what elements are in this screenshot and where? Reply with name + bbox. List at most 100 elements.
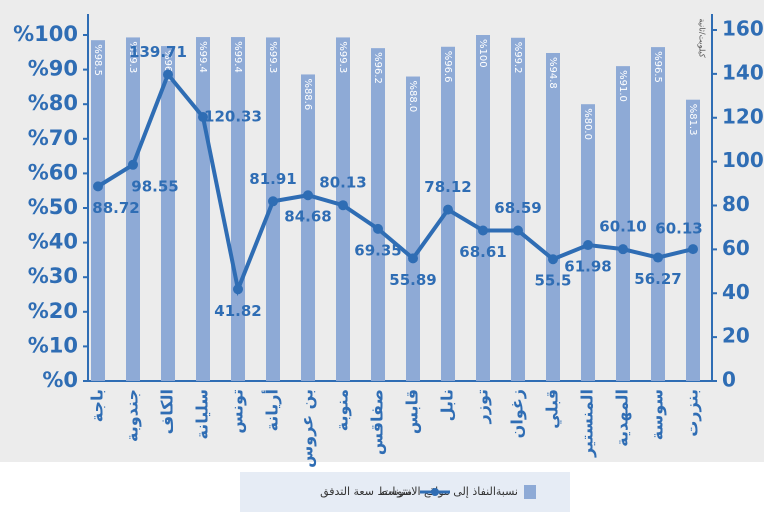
line-value-label: 81.91 xyxy=(249,170,296,188)
bar-value-label: %99.3 xyxy=(337,41,348,73)
bar xyxy=(196,37,210,382)
line-value-label: 41.82 xyxy=(214,302,261,320)
line-value-label: 55.89 xyxy=(389,271,436,289)
x-tick-label: باجة xyxy=(88,389,107,422)
y2-tick-label: 0 xyxy=(722,368,736,392)
bar xyxy=(371,48,385,381)
bar-value-label: %88.0 xyxy=(407,81,418,113)
y-tick-label: %90 xyxy=(28,57,78,81)
x-tick-label: تونس xyxy=(228,389,247,434)
line-value-label: 78.12 xyxy=(424,178,471,196)
line-value-label: 69.35 xyxy=(354,241,401,259)
line-point xyxy=(408,253,418,264)
line-point xyxy=(548,254,558,265)
bar-value-label: %96.2 xyxy=(372,52,383,84)
bar-value-label: %91.0 xyxy=(617,70,628,102)
line-point xyxy=(128,159,138,170)
y-tick-label: %10 xyxy=(28,333,78,357)
bar-value-label: %99.4 xyxy=(197,41,208,73)
x-tick-label: المنستير xyxy=(578,389,597,458)
line-point xyxy=(513,225,523,236)
y2-tick-label: 80 xyxy=(722,192,750,216)
bar-value-label: %94.8 xyxy=(547,57,558,89)
bar-value-label: %88.6 xyxy=(302,78,313,110)
legend-line-label: متوسط سعة التدفق xyxy=(320,485,412,499)
bar xyxy=(91,40,105,381)
line-value-label: 55.5 xyxy=(534,272,571,290)
line-point xyxy=(93,181,103,192)
line-point xyxy=(688,244,698,255)
line-point xyxy=(373,223,383,234)
line-value-label: 80.13 xyxy=(319,174,366,192)
line-value-label: 98.55 xyxy=(131,177,178,195)
bar-value-label: %96.8 xyxy=(162,50,173,82)
legend-bar-swatch xyxy=(524,485,536,499)
line-value-label: 56.27 xyxy=(634,270,681,288)
x-tick-label: منوبة xyxy=(333,389,352,431)
y-tick-label: %40 xyxy=(28,230,78,254)
line-value-label: 61.98 xyxy=(564,258,611,276)
line xyxy=(96,70,694,297)
bar xyxy=(266,37,280,382)
x-tick-label: جندوبة xyxy=(123,389,142,442)
line-point xyxy=(583,240,593,251)
y-tick-label: %0 xyxy=(42,368,78,392)
line-point xyxy=(198,112,208,123)
y2-tick-label: 40 xyxy=(722,280,750,304)
y-tick-label: %100 xyxy=(13,22,78,46)
y-tick-label: %20 xyxy=(28,299,78,323)
bar-value-label: %99.4 xyxy=(232,41,243,73)
x-tick-label: الكاف xyxy=(158,389,177,434)
line-value-label: 60.13 xyxy=(655,220,702,238)
bar-value-label: %99.3 xyxy=(267,41,278,73)
y-tick-label: %80 xyxy=(28,91,78,115)
bar xyxy=(616,66,630,381)
bar xyxy=(511,37,525,381)
x-tick-label: سليانة xyxy=(193,389,212,440)
x-tick-label: قابس xyxy=(403,389,422,434)
y2-tick-label: 100 xyxy=(722,148,764,172)
bar xyxy=(476,35,490,381)
line-value-label: 88.72 xyxy=(92,199,139,217)
bar-value-label: %100 xyxy=(477,39,488,68)
x-tick-label: بن عروس xyxy=(298,389,317,468)
y-tick-label: %70 xyxy=(28,126,78,150)
bar-value-label: %81.3 xyxy=(687,104,698,136)
line-value-label: 68.61 xyxy=(459,243,506,261)
bar xyxy=(406,76,420,382)
line-point xyxy=(233,284,243,295)
y2-tick-label: 160 xyxy=(722,17,764,41)
x-tick-label: زغوان xyxy=(508,389,527,438)
y-tick-label: %60 xyxy=(28,160,78,184)
y2-tick-label: 120 xyxy=(722,104,764,128)
bar-value-label: %80.0 xyxy=(582,108,593,140)
y-tick-label: %50 xyxy=(28,195,78,219)
y2-tick-label: 20 xyxy=(722,324,750,348)
line-value-label: 68.59 xyxy=(494,199,541,217)
x-tick-label: أريانة xyxy=(262,389,282,431)
bar xyxy=(546,52,560,381)
bar-value-label: %99.3 xyxy=(127,41,138,73)
line-value-label: 60.10 xyxy=(599,218,646,236)
line-point xyxy=(618,244,628,255)
line-point xyxy=(478,225,488,236)
legend-line-marker xyxy=(431,488,439,496)
x-tick-label: صفاقس xyxy=(368,389,387,455)
x-tick-label: توزر xyxy=(473,389,492,424)
bar xyxy=(126,37,140,382)
line-point xyxy=(653,252,663,263)
y2-tick-label: 140 xyxy=(722,60,764,84)
x-tick-label: المهدية xyxy=(613,389,632,447)
line-point xyxy=(338,200,348,211)
line-point xyxy=(163,69,173,80)
bar-value-label: %96.5 xyxy=(652,51,663,83)
bar xyxy=(231,37,245,382)
line-value-label: 84.68 xyxy=(284,208,331,226)
x-tick-label: سوسة xyxy=(648,389,667,440)
bar xyxy=(161,46,175,382)
bar xyxy=(686,99,700,382)
bar xyxy=(651,47,665,382)
x-tick-label: بنزرت xyxy=(683,389,702,437)
x-tick-label: نابل xyxy=(438,389,457,421)
